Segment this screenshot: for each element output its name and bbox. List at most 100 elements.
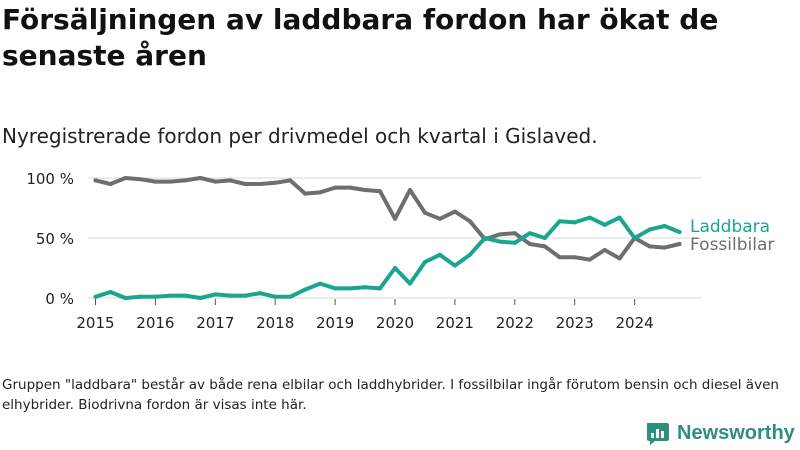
data-point-fossilbilar [602, 248, 607, 252]
data-point-fossilbilar [407, 188, 412, 192]
data-point-laddbara [467, 252, 472, 257]
data-point-laddbara [228, 293, 233, 298]
x-tick-label: 2022 [496, 314, 534, 332]
brand-logo[interactable]: Newsworthy [645, 420, 795, 446]
data-point-fossilbilar [273, 180, 278, 185]
data-point-laddbara [602, 222, 607, 227]
data-point-laddbara [183, 293, 188, 298]
x-tick-label: 2021 [436, 314, 474, 332]
data-point-fossilbilar [348, 185, 353, 190]
data-point-fossilbilar [198, 176, 203, 180]
data-point-laddbara [617, 215, 622, 220]
data-point-fossilbilar [452, 209, 457, 214]
data-point-laddbara [378, 286, 383, 291]
data-point-fossilbilar [617, 256, 622, 261]
brand-name: Newsworthy [677, 421, 795, 444]
y-axis-ticks: 0 % 50 % 100 % [26, 170, 74, 308]
data-point-fossilbilar [587, 257, 592, 262]
data-point-laddbara [632, 236, 637, 240]
data-point-laddbara [93, 294, 98, 299]
data-point-laddbara [587, 215, 592, 220]
data-point-fossilbilar [467, 219, 472, 224]
data-point-fossilbilar [542, 244, 547, 249]
footnote: Gruppen "laddbara" består av både rena e… [2, 377, 779, 413]
chart-title: Försäljningen av laddbara fordon har öka… [2, 3, 719, 72]
data-point-fossilbilar [108, 182, 113, 186]
data-point-fossilbilar [243, 182, 248, 186]
data-point-laddbara [138, 294, 143, 299]
data-point-laddbara [288, 294, 293, 299]
data-point-laddbara [168, 293, 173, 298]
data-point-laddbara [258, 291, 263, 296]
data-point-laddbara [243, 293, 248, 298]
data-point-laddbara [452, 263, 457, 268]
data-point-laddbara [273, 294, 278, 299]
data-point-laddbara [198, 296, 203, 300]
series-line-fossilbilar [93, 176, 682, 262]
series-line-laddbara [93, 215, 682, 300]
data-point-laddbara [527, 231, 532, 236]
data-point-fossilbilar [378, 189, 383, 194]
data-point-laddbara [437, 252, 442, 257]
data-point-fossilbilar [138, 177, 143, 182]
data-point-laddbara [677, 230, 682, 234]
data-point-fossilbilar [497, 232, 502, 237]
x-tick-label: 2017 [196, 314, 234, 332]
data-point-laddbara [512, 240, 517, 245]
data-point-fossilbilar [168, 179, 173, 184]
data-point-laddbara [318, 281, 323, 286]
data-point-fossilbilar [647, 244, 652, 249]
data-point-laddbara [557, 219, 562, 224]
x-tick-label: 2020 [376, 314, 414, 332]
data-point-fossilbilar [288, 178, 293, 183]
x-tick-label: 2023 [556, 314, 594, 332]
data-point-fossilbilar [93, 178, 98, 183]
data-point-fossilbilar [677, 242, 682, 246]
y-tick-label: 100 % [26, 170, 74, 188]
x-tick-label: 2015 [76, 314, 114, 332]
data-point-fossilbilar [318, 190, 323, 195]
data-point-fossilbilar [557, 255, 562, 260]
x-axis-ticks: 2015 2016 2017 2018 2019 2020 2021 2022 2023 2024 [76, 299, 654, 332]
data-point-fossilbilar [437, 216, 442, 221]
data-point-fossilbilar [153, 179, 158, 184]
data-point-laddbara [123, 296, 128, 300]
data-point-fossilbilar [333, 185, 338, 190]
data-point-fossilbilar [662, 245, 667, 250]
data-point-laddbara [213, 292, 218, 297]
data-point-fossilbilar [572, 255, 577, 260]
line-chart: 0 % 50 % 100 % 2015 2016 2017 2018 2019 2020 202… [26, 170, 774, 332]
y-tick-label: 0 % [45, 290, 74, 308]
data-point-laddbara [363, 285, 368, 290]
series-label-laddbara: Laddbara [690, 217, 770, 237]
data-point-fossilbilar [363, 188, 368, 192]
x-tick-label: 2024 [616, 314, 654, 332]
x-tick-label: 2019 [316, 314, 354, 332]
data-point-laddbara [303, 287, 308, 292]
gridlines [88, 177, 702, 299]
data-point-laddbara [108, 290, 113, 294]
data-point-laddbara [542, 236, 547, 240]
data-point-fossilbilar [303, 191, 308, 196]
data-point-laddbara [422, 260, 427, 264]
data-point-fossilbilar [213, 179, 218, 184]
data-point-laddbara [497, 239, 502, 244]
series-lines [93, 176, 682, 300]
data-point-laddbara [407, 281, 412, 286]
data-point-laddbara [333, 286, 338, 291]
data-point-fossilbilar [183, 178, 188, 183]
data-point-fossilbilar [123, 176, 128, 180]
data-point-laddbara [482, 236, 487, 240]
data-point-laddbara [647, 227, 652, 232]
data-point-fossilbilar [228, 178, 233, 183]
data-point-fossilbilar [512, 231, 517, 236]
x-tick-label: 2018 [256, 314, 294, 332]
data-point-laddbara [153, 294, 158, 299]
series-label-fossilbilar: Fossilbilar [690, 235, 774, 255]
data-point-fossilbilar [527, 242, 532, 246]
data-point-laddbara [662, 224, 667, 228]
data-point-laddbara [393, 266, 397, 270]
y-tick-label: 50 % [36, 230, 74, 248]
newsworthy-logo-icon [647, 423, 669, 445]
